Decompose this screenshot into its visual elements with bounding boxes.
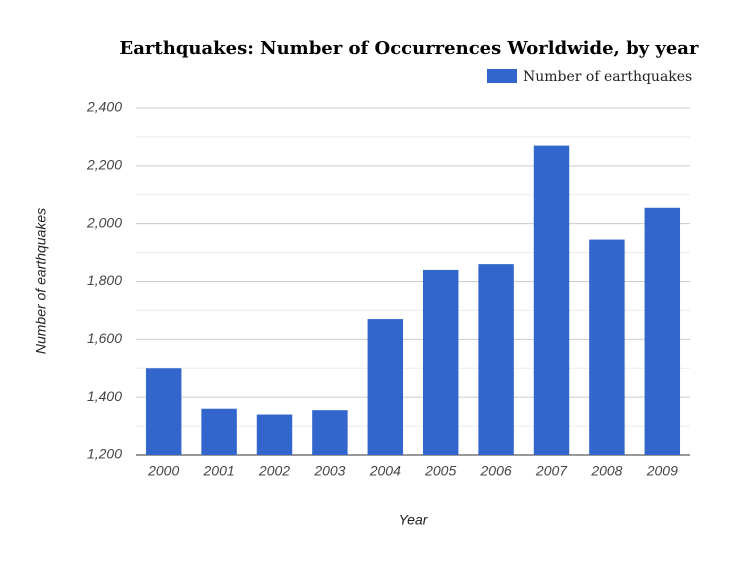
bar [422,269,459,455]
x-tick-label: 2007 [535,463,568,479]
chart-title: Earthquakes: Number of Occurrences World… [120,38,699,59]
bar [256,414,293,455]
y-tick-label: 2,200 [86,157,122,173]
bar [478,264,514,455]
y-tick-label: 2,000 [86,214,122,230]
y-axis-label: Number of earthquakes [33,208,49,354]
bar [533,145,570,455]
x-tick-label: 2009 [646,463,678,479]
x-tick-label: 2003 [313,463,345,479]
bar [312,410,348,455]
bar [367,319,404,455]
x-axis-label: Year [399,512,429,528]
x-tick-label: 2006 [480,463,512,479]
y-tick-label: 1,200 [87,446,122,462]
x-tick-label: 2001 [203,463,235,479]
x-tick-label: 2004 [369,463,401,479]
y-tick-label: 2,400 [86,99,122,115]
y-tick-label: 1,600 [87,330,122,346]
y-tick-label: 1,800 [87,272,122,288]
x-tick-label: 2005 [424,463,456,479]
bar [589,239,625,455]
y-tick-label: 1,400 [87,388,122,404]
bar [201,408,237,455]
bar [145,368,182,455]
x-tick-label: 2002 [258,463,290,479]
bar [644,207,681,455]
x-tick-label: 2008 [590,463,622,479]
x-tick-label: 2000 [147,463,179,479]
legend-swatch [487,69,517,83]
legend-label: Number of earthquakes [523,69,692,85]
